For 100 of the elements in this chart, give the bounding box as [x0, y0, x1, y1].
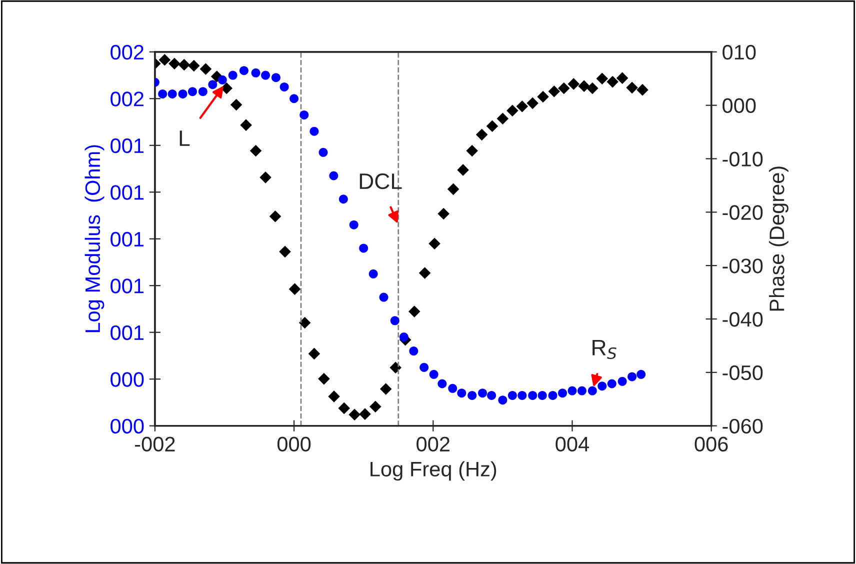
- point: [280, 82, 289, 92]
- point: [478, 388, 488, 398]
- annotation: L: [180, 130, 190, 146]
- point: [290, 94, 299, 104]
- point: [606, 76, 618, 88]
- point: [548, 390, 558, 400]
- point: [538, 390, 547, 400]
- point: [438, 379, 447, 388]
- point: [198, 87, 208, 96]
- x-tick-label: 004: [556, 436, 590, 452]
- point: [298, 316, 311, 329]
- y2-tick-label: 000: [722, 98, 756, 114]
- point: [390, 316, 400, 326]
- point: [526, 97, 538, 110]
- point: [447, 183, 460, 196]
- point: [486, 120, 498, 132]
- point: [487, 390, 496, 400]
- point: [208, 80, 218, 90]
- point: [338, 402, 350, 414]
- x-tick-label: 000: [277, 436, 311, 452]
- point: [218, 75, 227, 84]
- point: [448, 384, 458, 393]
- point: [438, 208, 450, 220]
- point: [596, 72, 608, 84]
- point: [338, 194, 348, 204]
- point: [607, 379, 616, 388]
- y-tick-label: 000: [110, 372, 144, 387]
- y-tick-label: 001: [110, 185, 144, 200]
- point: [310, 126, 319, 136]
- point: [628, 372, 637, 382]
- point: [506, 104, 518, 117]
- point: [636, 84, 648, 96]
- point: [349, 220, 358, 230]
- point: [616, 72, 628, 84]
- point: [288, 283, 301, 295]
- point: [399, 332, 408, 342]
- point: [318, 148, 328, 157]
- point: [618, 376, 627, 386]
- point: [271, 73, 280, 82]
- point: [588, 386, 597, 396]
- point: [261, 70, 270, 80]
- point: [528, 390, 538, 400]
- point: [476, 128, 488, 141]
- point: [178, 89, 188, 98]
- point: [457, 164, 469, 176]
- point: [370, 400, 382, 412]
- y-tick-label: 001: [110, 278, 144, 294]
- point: [318, 372, 330, 385]
- point: [516, 100, 528, 112]
- annotation: R$_{S}$: [592, 340, 616, 360]
- point: [328, 390, 340, 402]
- point: [359, 244, 368, 253]
- point: [188, 60, 200, 72]
- point: [348, 408, 360, 420]
- point: [420, 362, 429, 372]
- point: [251, 68, 260, 78]
- y-axis-title: Log Modulus (Ohm): [84, 145, 104, 332]
- x-tick-label: 002: [416, 436, 450, 452]
- point: [428, 238, 440, 250]
- y2-tick-label: -050: [722, 365, 763, 380]
- point: [508, 390, 517, 400]
- point: [496, 112, 509, 125]
- annotation: DCL: [360, 173, 402, 190]
- point: [586, 82, 598, 94]
- point: [158, 54, 171, 66]
- point: [178, 58, 190, 71]
- y-tick-label: 002: [110, 44, 144, 60]
- point: [368, 269, 378, 278]
- point: [598, 382, 607, 391]
- point: [230, 98, 242, 111]
- point: [279, 246, 291, 258]
- y2-tick-label: -030: [722, 258, 763, 274]
- point: [228, 70, 238, 80]
- point: [548, 86, 560, 98]
- point: [518, 390, 527, 400]
- point: [558, 82, 570, 94]
- point: [329, 171, 338, 180]
- y2-axis-title: Phase (Degree): [769, 166, 788, 311]
- point: [188, 87, 197, 96]
- point: [200, 63, 212, 75]
- point: [408, 306, 420, 318]
- point: [168, 58, 180, 70]
- y-tick-label: 000: [110, 418, 144, 434]
- x-tick-label: -002: [135, 436, 175, 452]
- point: [578, 80, 590, 92]
- point: [239, 66, 248, 76]
- y-tick-label: 001: [110, 138, 144, 154]
- point: [409, 346, 418, 356]
- point: [418, 267, 431, 279]
- point: [429, 370, 438, 379]
- point: [568, 386, 577, 396]
- point: [537, 90, 549, 103]
- point: [498, 396, 508, 405]
- x-axis-title: Log Freq (Hz): [370, 461, 496, 481]
- x-tick-label: 006: [694, 436, 728, 452]
- point: [626, 82, 638, 94]
- point: [636, 370, 646, 379]
- point: [457, 388, 466, 398]
- point: [250, 144, 262, 157]
- y2-tick-label: -040: [722, 312, 763, 327]
